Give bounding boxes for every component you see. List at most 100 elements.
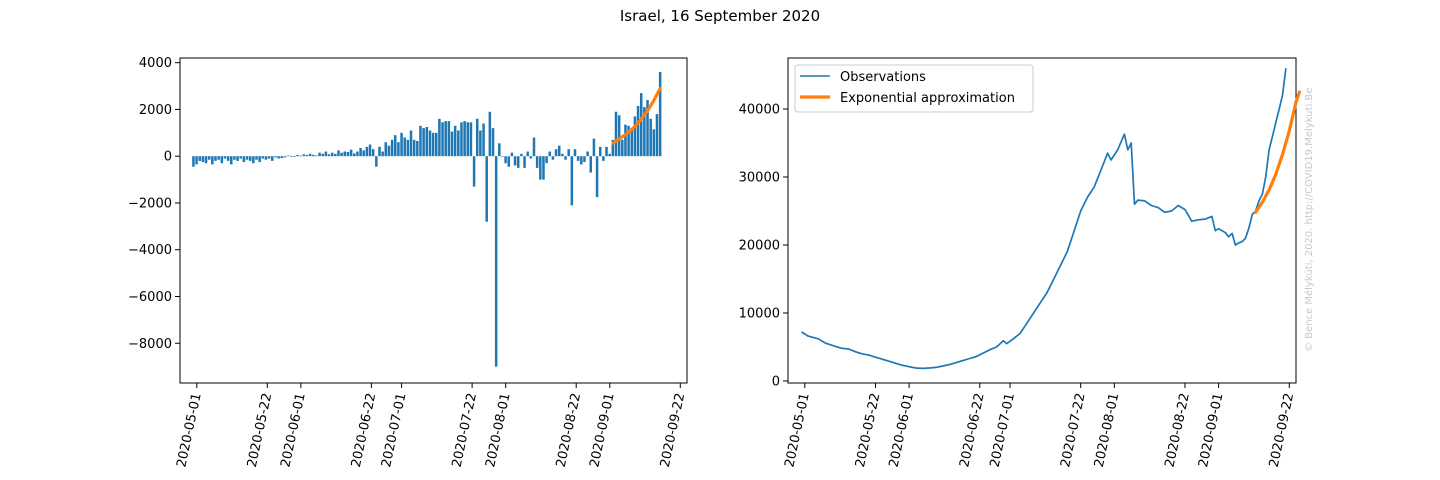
bar	[242, 156, 246, 163]
bar	[453, 125, 457, 157]
bar	[507, 156, 511, 167]
bar	[586, 151, 589, 157]
bar	[554, 149, 558, 157]
bar	[343, 151, 347, 157]
bar	[636, 105, 640, 157]
bar	[286, 155, 290, 157]
bar	[412, 139, 416, 157]
watermark: © Bence Mélykúti, 2020. http://COVID19.M…	[1303, 88, 1315, 352]
bar	[482, 123, 485, 157]
bar	[545, 156, 548, 164]
left-x-tick-label: 2020-06-01	[278, 392, 308, 469]
left-x-tick-label: 2020-09-01	[587, 392, 617, 469]
right-x-tick-label: 2020-05-01	[782, 392, 812, 469]
bar	[352, 153, 356, 157]
bar	[431, 132, 435, 157]
right-x-tick-label: 2020-09-01	[1196, 392, 1226, 469]
bar	[321, 153, 324, 157]
bar	[289, 156, 293, 157]
bar	[403, 137, 406, 157]
left-exponential-approximation-line	[611, 86, 662, 145]
bar	[501, 156, 504, 157]
bar	[217, 156, 220, 160]
bar	[274, 156, 277, 158]
bar	[513, 156, 517, 166]
bar	[561, 153, 564, 157]
right-y-tick-label: 10000	[739, 306, 780, 321]
bar	[444, 121, 447, 157]
bar	[523, 156, 526, 168]
right-y-axis: 40000 30000 20000 10000 0	[739, 102, 788, 389]
left-x-tick-label: 2020-09-22	[658, 392, 688, 469]
bar	[337, 150, 340, 157]
bar	[624, 124, 627, 157]
bar	[192, 156, 195, 167]
bar	[419, 125, 422, 157]
bar	[387, 145, 391, 157]
bar	[649, 118, 652, 157]
bar	[498, 143, 501, 157]
left-x-tick-label: 2020-06-22	[349, 392, 379, 469]
left-chart: 2020-05-01 2020-05-22 2020-06-01 2020-06-22…	[128, 56, 688, 469]
bar	[564, 156, 567, 160]
bar	[542, 156, 545, 180]
bar	[529, 156, 533, 159]
bar	[334, 153, 337, 157]
bar	[280, 156, 283, 159]
bar	[526, 151, 529, 157]
bar	[438, 118, 441, 157]
bar	[488, 111, 492, 157]
bar	[397, 142, 400, 157]
bar	[312, 154, 315, 157]
bar	[305, 155, 309, 157]
right-x-tick-label: 2020-06-22	[957, 392, 987, 469]
bar	[308, 153, 312, 157]
bar	[406, 139, 410, 157]
bar	[576, 156, 580, 161]
bar	[261, 156, 265, 159]
bar	[460, 122, 463, 157]
bar	[233, 156, 236, 160]
bar	[441, 122, 444, 157]
bar	[211, 156, 214, 165]
left-x-axis: 2020-05-01 2020-05-22 2020-06-01 2020-06-22…	[174, 383, 688, 469]
bar	[457, 130, 460, 157]
left-fit-group	[611, 86, 662, 145]
bar	[356, 151, 359, 157]
bar	[422, 128, 425, 157]
bar	[605, 146, 608, 157]
left-y-tick-label: 2000	[139, 103, 172, 118]
left-x-tick-label: 2020-07-01	[379, 392, 409, 469]
bar	[614, 111, 618, 157]
bar	[400, 132, 403, 157]
bar	[633, 116, 637, 157]
bar	[381, 151, 384, 157]
figure-title: Israel, 16 September 2020	[620, 7, 820, 25]
bar	[450, 131, 454, 157]
bar	[535, 156, 539, 168]
right-y-tick-label: 30000	[739, 170, 780, 185]
bar	[204, 156, 208, 164]
bar	[658, 72, 662, 157]
right-x-tick-label: 2020-07-01	[988, 392, 1018, 469]
bar	[214, 156, 217, 161]
bar	[271, 156, 274, 161]
bar	[378, 146, 381, 157]
left-bars-group	[192, 72, 662, 367]
bar	[485, 156, 488, 222]
bar	[255, 156, 258, 160]
right-x-axis: 2020-05-01 2020-05-22 2020-06-01 2020-06-22…	[782, 383, 1297, 469]
bar	[595, 156, 599, 198]
right-plot-frame	[787, 57, 1297, 384]
left-x-tick-label: 2020-05-22	[245, 392, 275, 469]
bar	[652, 129, 656, 157]
bar	[293, 156, 296, 157]
bar	[504, 156, 507, 164]
bar	[463, 121, 466, 157]
bar	[655, 114, 659, 157]
bar	[375, 156, 378, 167]
right-chart: 2020-05-01 2020-05-22 2020-06-01 2020-06-22…	[739, 57, 1301, 469]
bar	[239, 156, 242, 159]
bar	[315, 155, 318, 157]
bar	[236, 156, 239, 161]
